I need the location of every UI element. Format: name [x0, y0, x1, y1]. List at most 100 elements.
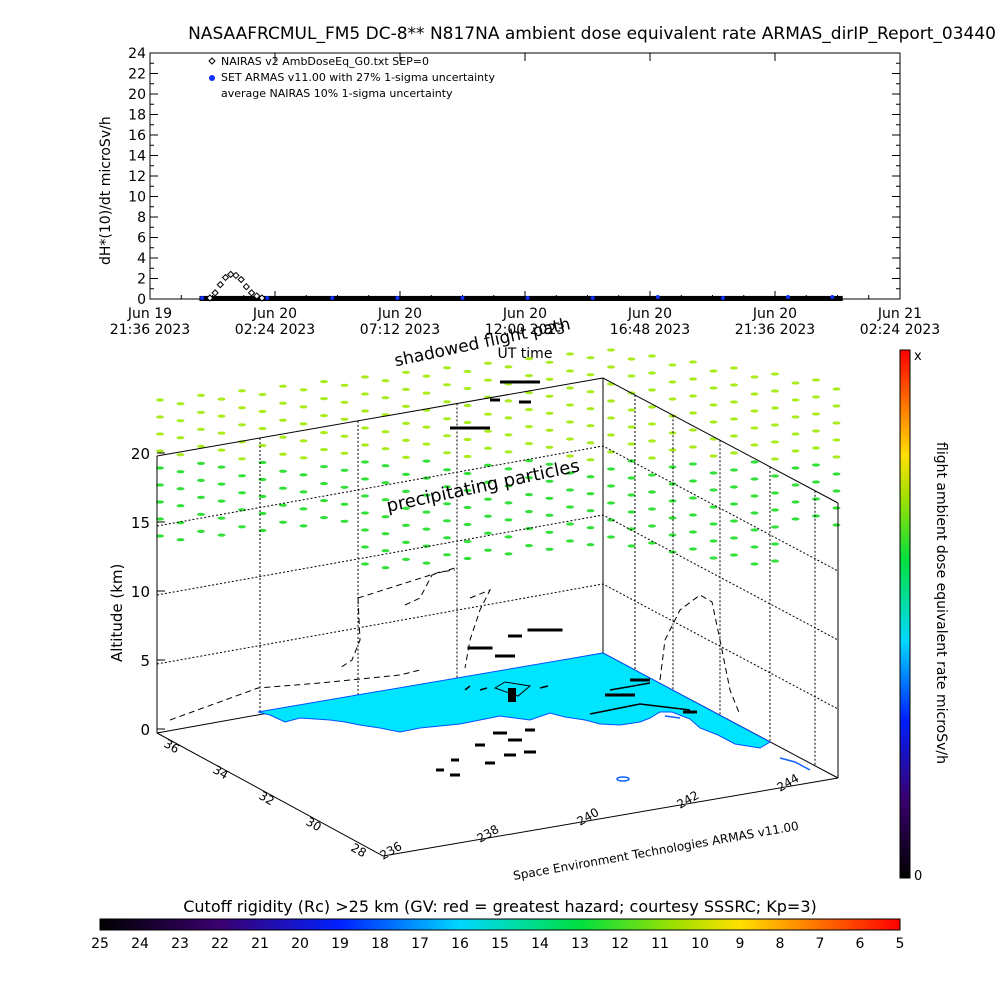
particle-mark: [258, 409, 267, 414]
x-tick-label-time: 21:36 2023: [110, 322, 190, 338]
particle-mark: [299, 507, 308, 511]
particle-mark: [217, 414, 226, 418]
particle-mark: [791, 500, 800, 504]
particle-mark: [832, 523, 841, 527]
scene-grid: [156, 395, 839, 766]
latitude-tick-label: 34: [211, 762, 231, 782]
particle-mark: [627, 357, 636, 361]
y-tick-label: 2: [137, 272, 146, 288]
scene-box: [156, 377, 839, 857]
cutoff-colorbar: [99, 918, 901, 931]
cutoff-tick-label: 17: [411, 936, 429, 952]
track-point: [450, 426, 490, 430]
particle-mark: [750, 528, 759, 532]
particle-mark: [586, 373, 595, 377]
longitude-tick-label: 236: [378, 839, 405, 863]
particle-mark: [340, 468, 349, 472]
particle-mark: [648, 490, 656, 494]
particle-mark: [340, 519, 349, 523]
blue-contours: [616, 715, 811, 782]
particle-mark: [484, 514, 492, 518]
particle-mark: [443, 366, 451, 370]
particle-mark: [586, 356, 595, 360]
particle-mark: [176, 453, 185, 457]
y-tick-label: 20: [128, 87, 146, 103]
particle-mark: [258, 426, 267, 431]
particle-mark: [812, 514, 820, 518]
particle-mark: [689, 445, 697, 449]
particle-mark: [566, 505, 574, 509]
track-point: [493, 731, 507, 735]
particle-mark: [566, 352, 574, 356]
particle-mark: [832, 421, 841, 425]
y-tick-label: 24: [128, 46, 146, 62]
particle-mark: [381, 549, 390, 553]
legend-entry-armas: SET ARMAS v11.00 with 27% 1-sigma uncert…: [221, 71, 495, 84]
particle-mark: [320, 482, 328, 486]
y-tick-label: 22: [128, 67, 146, 83]
particle-mark: [299, 439, 308, 443]
particle-mark: [627, 493, 636, 497]
particle-mark: [402, 370, 410, 374]
particle-mark: [730, 366, 738, 370]
particle-mark: [176, 436, 185, 440]
altitude-tick-label: 20: [131, 445, 150, 463]
latitude-tick-label: 36: [162, 736, 182, 756]
particle-mark: [279, 486, 287, 490]
particle-mark: [381, 498, 390, 502]
altitude-axis: 0 5 10 15 20: [131, 445, 165, 739]
particle-mark: [422, 510, 431, 514]
dose-colorbar-top: x: [914, 349, 922, 364]
particle-mark: [340, 417, 349, 421]
particle-mark: [730, 485, 738, 489]
particle-mark: [709, 539, 718, 543]
particle-mark: [750, 511, 759, 515]
longitude-tick-label: 240: [575, 805, 602, 829]
particle-mark: [545, 530, 554, 534]
particle-mark: [484, 531, 492, 535]
right-colorbar: x 0 flight ambient dose equivalent rate …: [899, 349, 949, 884]
particle-mark: [361, 409, 369, 413]
particle-mark: [443, 451, 451, 455]
particle-mark: [504, 399, 513, 403]
latitude-tick-label: 28: [349, 840, 369, 860]
particle-mark: [627, 374, 636, 378]
particle-mark: [402, 523, 410, 528]
cutoff-tick-label: 23: [171, 936, 189, 952]
particle-mark: [279, 435, 287, 439]
particle-mark: [279, 384, 287, 388]
particle-mark: [299, 422, 308, 426]
particle-mark: [545, 411, 554, 415]
particle-mark: [750, 545, 759, 549]
armas-point: [330, 295, 335, 300]
particle-mark: [730, 434, 738, 438]
armas-point: [395, 295, 400, 300]
particle-mark: [402, 557, 410, 562]
armas-point: [265, 295, 270, 300]
particle-mark: [689, 360, 697, 364]
particle-mark: [320, 431, 328, 435]
track-point: [630, 678, 650, 682]
particle-mark: [443, 553, 451, 557]
particle-mark: [504, 416, 513, 420]
particle-mark: [176, 402, 185, 406]
particle-mark: [279, 469, 287, 473]
flight-track-points: [436, 380, 697, 777]
particle-mark: [771, 508, 779, 512]
latitude-axis: 36 34 32 30 28: [162, 736, 369, 860]
longitude-axis: 236 238 240 242 244: [378, 771, 802, 863]
y-tick-label: 14: [128, 149, 146, 165]
particle-mark: [627, 510, 636, 514]
particle-mark: [381, 396, 390, 400]
particle-mark: [566, 488, 574, 492]
particle-mark: [463, 386, 472, 391]
particle-mark: [463, 454, 472, 459]
particle-mark: [648, 456, 656, 460]
particle-mark: [586, 407, 595, 411]
particle-mark: [340, 451, 349, 455]
particle-mark: [648, 524, 656, 528]
particle-mark: [381, 447, 390, 451]
x-tick-label-day: Jun 20: [252, 306, 297, 322]
x-tick-label-day: Jun 20: [377, 306, 422, 322]
particle-mark: [648, 388, 656, 392]
